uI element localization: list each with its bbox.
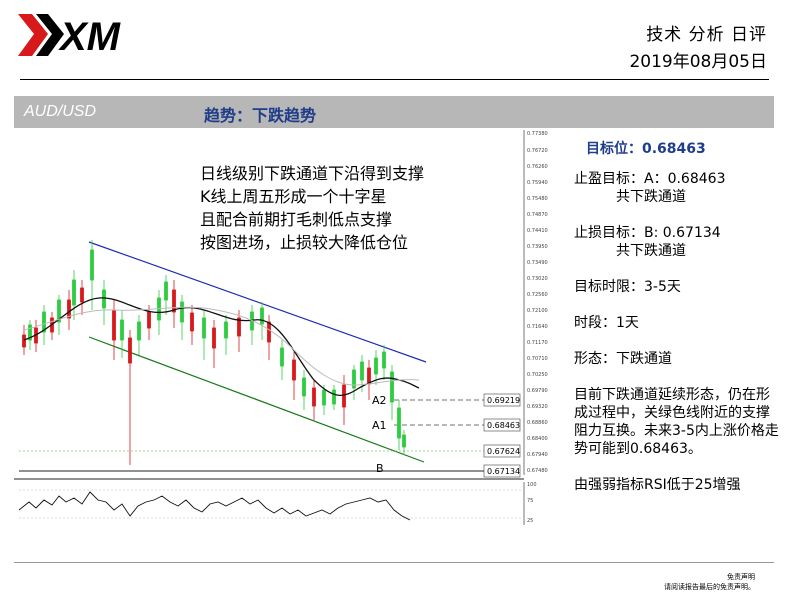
svg-text:0.76720: 0.76720 [527, 148, 548, 154]
report-title: 技术 分析 日评 [646, 25, 767, 45]
moving-average-grey [23, 306, 420, 386]
annotation-line-3: 且配合前期打毛刺低点支撑 [200, 210, 393, 229]
price-tags: 0.69219 0.68463 0.67624 0.67134 [483, 393, 521, 478]
pattern: 形态：下跌通道 [574, 351, 672, 367]
annotation-line-1: 日线级别下跌通道下沿得到支撑 [200, 164, 425, 183]
price-axis-ticks: 0.77380 0.76720 0.76260 0.75940 0.75480 0.74… [527, 131, 548, 524]
svg-text:0.75480: 0.75480 [527, 196, 548, 202]
label-b: B [376, 462, 384, 475]
chart-annotation: 日线级别下跌通道下沿得到支撑 K线上周五形成一个十字星 且配合前期打毛刺低点支撑… [200, 162, 424, 254]
channel-upper [88, 241, 427, 363]
price-chart: 0.77380 0.76720 0.76260 0.75940 0.75480 0.74… [14, 130, 554, 540]
tag-a2: 0.69219 [487, 396, 520, 405]
disclaimer-title: 免责声明 [727, 573, 755, 581]
svg-text:0.71170: 0.71170 [527, 340, 548, 346]
analysis-panel: 目标位：0.68463 止盈目标：A：0.68463 共下跌通道 止损目标：B:… [574, 140, 779, 512]
svg-text:0.73020: 0.73020 [527, 276, 548, 282]
take-profit: 止盈目标：A：0.68463 共下跌通道 [574, 170, 779, 206]
label-a2: A2 [372, 394, 387, 407]
svg-text:0.69320: 0.69320 [527, 404, 548, 410]
tag-a1: 0.68463 [487, 421, 520, 430]
svg-text:0.76260: 0.76260 [527, 164, 548, 170]
disclaimer-text: 请阅读报告最后的免责声明。 [664, 583, 755, 591]
pair-banner: AUD/USD 趋势：下跌趋势 [14, 96, 774, 128]
disclaimer: 免责声明 请阅读报告最后的免责声明。 [664, 572, 755, 592]
svg-text:0.71640: 0.71640 [527, 324, 548, 330]
svg-text:0.74870: 0.74870 [527, 212, 548, 218]
target-period: 目标时限：3-5天 [574, 279, 681, 295]
annotation-line-4: 按图进场，止损较大降低仓位 [200, 233, 409, 252]
tag-current: 0.67624 [487, 447, 520, 456]
tag-b: 0.67134 [487, 467, 520, 476]
stop-loss-note: 共下跌通道 [616, 243, 686, 259]
svg-text:25: 25 [527, 518, 533, 524]
svg-text:75: 75 [527, 498, 533, 504]
svg-text:0.68860: 0.68860 [527, 420, 548, 426]
take-profit-value: 止盈目标：A：0.68463 [574, 171, 726, 187]
xm-logo: XM [18, 14, 122, 58]
stop-loss-value: 止损目标：B: 0.67134 [574, 225, 721, 241]
svg-text:0.69790: 0.69790 [527, 388, 548, 394]
svg-text:XM: XM [58, 15, 122, 58]
svg-text:0.73490: 0.73490 [527, 260, 548, 266]
svg-text:0.77380: 0.77380 [527, 131, 548, 137]
svg-text:0.73950: 0.73950 [527, 244, 548, 250]
rsi-note: 由强弱指标RSI低于25增强 [574, 477, 741, 493]
label-a1: A1 [372, 419, 387, 432]
moving-average-black [23, 297, 420, 396]
rsi-line [18, 491, 411, 521]
take-profit-note: 共下跌通道 [616, 189, 686, 205]
currency-pair: AUD/USD [24, 103, 97, 120]
svg-text:0.70710: 0.70710 [527, 356, 548, 362]
candles [22, 240, 406, 465]
svg-text:0.68400: 0.68400 [527, 436, 548, 442]
svg-text:0.72100: 0.72100 [527, 308, 548, 314]
annotation-line-2: K线上周五形成一个十字星 [200, 187, 387, 206]
channel-lower [88, 336, 425, 463]
description: 目前下跌通道延续形态，仍在形成过程中，关绿色线附近的支撑阻力互换。未来3-5内上… [574, 387, 779, 457]
target-level: 目标位：0.68463 [586, 141, 706, 157]
svg-text:0.67940: 0.67940 [527, 452, 548, 458]
timeframe: 时段：1天 [574, 315, 639, 331]
report-header: 技术 分析 日评 2019年08月05日 [629, 20, 767, 72]
svg-text:0.75940: 0.75940 [527, 180, 548, 186]
header-divider [20, 79, 769, 80]
svg-text:0.74410: 0.74410 [527, 228, 548, 234]
svg-text:0.72560: 0.72560 [527, 292, 548, 298]
trend-label: 趋势：下跌趋势 [204, 106, 317, 125]
svg-text:0.70250: 0.70250 [527, 372, 548, 378]
footer-divider [14, 562, 774, 563]
svg-text:0.67480: 0.67480 [527, 468, 548, 474]
report-date: 2019年08月05日 [629, 52, 767, 72]
stop-loss: 止损目标：B: 0.67134 共下跌通道 [574, 224, 779, 260]
svg-text:100: 100 [527, 482, 537, 488]
